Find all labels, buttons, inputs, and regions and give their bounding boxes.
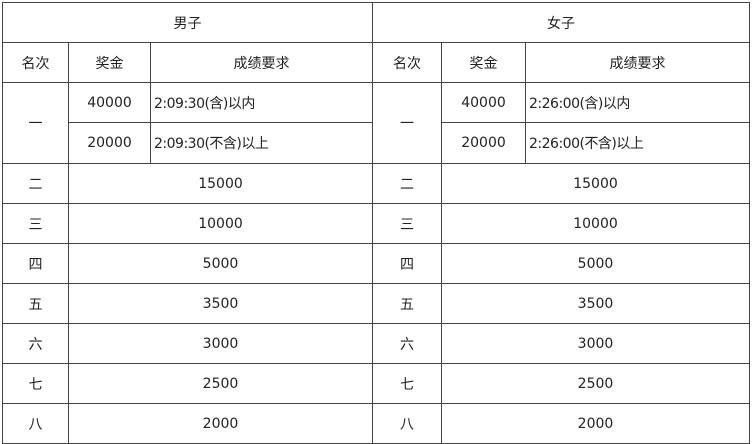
prize-header: 奖金: [441, 42, 526, 83]
rank-cell: 三: [2, 203, 69, 244]
table-row: 20000 2:09:30(不含)以上 20000 2:26:00(不含)以上: [3, 122, 750, 164]
prize-cell: 2500: [68, 363, 373, 404]
rank-cell: 七: [372, 363, 442, 404]
prize-cell: 15000: [68, 163, 373, 204]
prize-cell: 3000: [68, 323, 373, 364]
prize-cell: 2000: [68, 403, 373, 444]
rank-cell: 六: [372, 323, 442, 364]
prize-cell: 3500: [68, 283, 373, 324]
prize-cell: 10000: [68, 203, 373, 244]
table-row: 六 3000 六 3000: [2, 323, 750, 364]
prize-cell: 3500: [441, 283, 750, 324]
table-row: 七 2500 七 2500: [2, 363, 750, 404]
rank-cell: 二: [372, 163, 442, 204]
rank-cell: 八: [372, 403, 442, 444]
prize-cell: 3000: [441, 323, 750, 364]
rank-header: 名次: [372, 42, 442, 83]
column-header-row: 名次 奖金 成绩要求 名次 奖金 成绩要求: [2, 42, 750, 83]
table-row: 八 2000 八 2000: [2, 403, 750, 444]
requirement-cell: 2:09:30(含)以内: [150, 82, 373, 123]
rank-cell: 五: [2, 283, 69, 324]
rank-cell: 六: [2, 323, 69, 364]
table-row: 三 10000 三 10000: [2, 203, 750, 244]
prize-cell: 10000: [441, 203, 750, 244]
rank-cell: 四: [2, 243, 69, 284]
rank-cell: 一: [372, 82, 442, 164]
rank-cell: 二: [2, 163, 69, 204]
rank-header: 名次: [2, 42, 69, 83]
prize-cell: 40000: [68, 82, 151, 123]
rank-cell: 一: [2, 82, 69, 164]
table-row: 二 15000 二 15000: [2, 163, 750, 204]
table-row: 四 5000 四 5000: [2, 243, 750, 284]
rank-cell: 三: [372, 203, 442, 244]
prize-cell: 20000: [68, 122, 151, 164]
prize-header: 奖金: [68, 42, 151, 83]
rank-cell: 五: [372, 283, 442, 324]
requirement-cell: 2:26:00(不含)以上: [525, 122, 750, 164]
rank-cell: 七: [2, 363, 69, 404]
women-header: 女子: [372, 2, 750, 43]
prize-cell: 2500: [441, 363, 750, 404]
men-header: 男子: [2, 2, 373, 43]
prize-cell: 15000: [441, 163, 750, 204]
requirement-header: 成绩要求: [525, 42, 750, 83]
prize-cell: 2000: [441, 403, 750, 444]
prize-cell: 5000: [441, 243, 750, 284]
requirement-header: 成绩要求: [150, 42, 373, 83]
requirement-cell: 2:26:00(含)以内: [525, 82, 750, 123]
prize-cell: 20000: [441, 122, 526, 164]
table-row: 一 40000 2:09:30(含)以内 一 40000 2:26:00(含)以…: [2, 82, 750, 164]
prize-cell: 40000: [441, 82, 526, 123]
rank-cell: 八: [2, 403, 69, 444]
group-header-row: 男子 女子: [2, 2, 750, 43]
rank-cell: 四: [372, 243, 442, 284]
table-row: 五 3500 五 3500: [2, 283, 750, 324]
requirement-cell: 2:09:30(不含)以上: [150, 122, 373, 164]
prize-cell: 5000: [68, 243, 373, 284]
